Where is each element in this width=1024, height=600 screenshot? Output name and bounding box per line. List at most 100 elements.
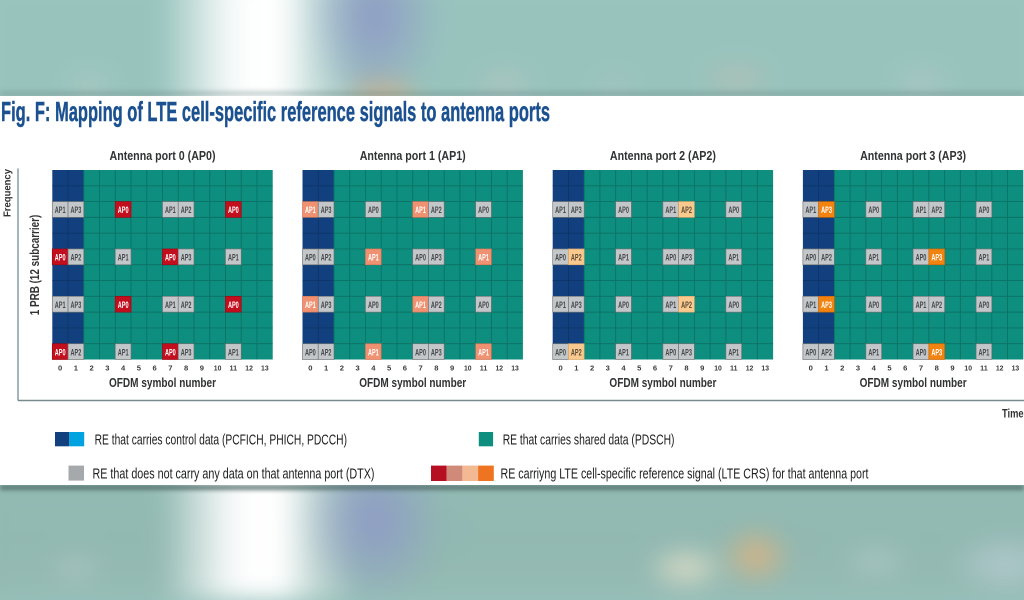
svg-text:AP0: AP0 [305,347,316,358]
svg-text:AP3: AP3 [931,253,942,264]
svg-text:OFDM symbol number: OFDM symbol number [359,376,466,390]
svg-text:AP1: AP1 [555,300,566,311]
svg-text:AP2: AP2 [681,300,692,311]
svg-text:OFDM symbol number: OFDM symbol number [609,376,716,390]
svg-text:AP1: AP1 [916,300,927,311]
svg-text:9: 9 [450,364,454,373]
svg-text:RE carriyng LTE cell-specific: RE carriyng LTE cell-specific reference … [501,466,869,482]
svg-text:AP1: AP1 [118,253,129,264]
svg-text:5: 5 [887,364,892,373]
svg-text:AP1: AP1 [165,205,176,216]
svg-text:12: 12 [746,364,754,373]
svg-text:AP0: AP0 [979,300,990,311]
svg-text:10: 10 [714,364,722,373]
svg-text:AP3: AP3 [681,347,692,358]
svg-text:AP0: AP0 [305,253,316,264]
svg-text:AP0: AP0 [665,347,676,358]
svg-text:AP3: AP3 [431,253,442,264]
svg-text:AP0: AP0 [805,347,816,358]
svg-text:AP1: AP1 [305,205,316,216]
svg-text:AP0: AP0 [118,300,129,311]
svg-text:AP1: AP1 [665,300,676,311]
svg-text:5: 5 [137,364,142,373]
svg-text:AP0: AP0 [916,253,927,264]
svg-text:12: 12 [495,364,503,373]
svg-text:AP0: AP0 [618,300,629,311]
svg-text:3: 3 [105,364,109,373]
svg-text:4: 4 [872,364,877,373]
svg-text:AP1: AP1 [868,347,879,358]
svg-text:6: 6 [403,364,407,373]
svg-text:1: 1 [574,364,579,373]
svg-text:7: 7 [669,364,673,373]
svg-text:2: 2 [90,364,94,373]
svg-text:AP0: AP0 [228,300,239,311]
svg-text:AP3: AP3 [431,347,442,358]
svg-text:AP0: AP0 [415,253,426,264]
svg-text:AP0: AP0 [868,300,879,311]
svg-text:9: 9 [200,364,204,373]
svg-text:AP0: AP0 [979,205,990,216]
svg-text:AP1: AP1 [805,205,816,216]
svg-text:AP1: AP1 [979,253,990,264]
svg-text:AP2: AP2 [931,300,942,311]
svg-text:AP2: AP2 [321,347,332,358]
svg-text:AP2: AP2 [181,205,192,216]
svg-text:AP3: AP3 [571,205,582,216]
svg-text:AP1: AP1 [368,253,379,264]
svg-text:AP1: AP1 [868,253,879,264]
svg-text:AP0: AP0 [165,347,176,358]
svg-text:AP0: AP0 [555,347,566,358]
svg-text:Antenna port 3 (AP3): Antenna port 3 (AP3) [860,149,966,163]
svg-text:RE that does not carry any dat: RE that does not carry any data on that … [93,466,375,482]
svg-text:AP1: AP1 [728,347,739,358]
svg-text:AP1: AP1 [728,253,739,264]
svg-text:8: 8 [684,364,688,373]
svg-text:3: 3 [606,364,610,373]
svg-text:0: 0 [809,364,813,373]
svg-text:Antenna port 2 (AP2): Antenna port 2 (AP2) [610,149,716,163]
svg-text:AP1: AP1 [979,347,990,358]
svg-text:AP2: AP2 [431,300,442,311]
svg-text:6: 6 [153,364,157,373]
svg-text:AP1: AP1 [665,205,676,216]
svg-text:3: 3 [856,364,860,373]
svg-text:AP0: AP0 [55,347,66,358]
svg-text:AP0: AP0 [118,205,129,216]
svg-text:AP1: AP1 [228,347,239,358]
svg-text:13: 13 [511,364,519,373]
svg-text:AP1: AP1 [555,205,566,216]
svg-text:AP0: AP0 [618,205,629,216]
svg-text:OFDM symbol number: OFDM symbol number [109,376,216,390]
svg-text:AP0: AP0 [665,253,676,264]
svg-text:AP3: AP3 [181,253,192,264]
svg-text:AP1: AP1 [368,347,379,358]
svg-text:AP0: AP0 [368,205,379,216]
svg-text:AP0: AP0 [728,300,739,311]
svg-text:AP3: AP3 [821,300,832,311]
svg-text:0: 0 [558,364,562,373]
svg-text:AP1: AP1 [478,347,489,358]
svg-text:AP1: AP1 [55,300,66,311]
svg-text:4: 4 [621,364,626,373]
svg-text:AP3: AP3 [321,205,332,216]
svg-text:10: 10 [214,364,222,373]
svg-text:AP3: AP3 [931,347,942,358]
svg-text:AP2: AP2 [821,253,832,264]
svg-text:AP0: AP0 [55,253,66,264]
svg-text:8: 8 [434,364,438,373]
svg-text:1: 1 [824,364,829,373]
svg-text:AP2: AP2 [321,253,332,264]
svg-text:AP3: AP3 [71,205,82,216]
svg-text:AP3: AP3 [321,300,332,311]
svg-text:AP0: AP0 [478,300,489,311]
svg-text:AP2: AP2 [181,300,192,311]
svg-text:AP1: AP1 [618,253,629,264]
svg-text:AP3: AP3 [681,253,692,264]
svg-text:AP1: AP1 [305,300,316,311]
svg-text:AP2: AP2 [71,253,82,264]
svg-text:0: 0 [58,364,62,373]
svg-text:AP0: AP0 [415,347,426,358]
svg-text:AP0: AP0 [368,300,379,311]
svg-text:1 PRB (12 subcarrier): 1 PRB (12 subcarrier) [27,215,42,316]
